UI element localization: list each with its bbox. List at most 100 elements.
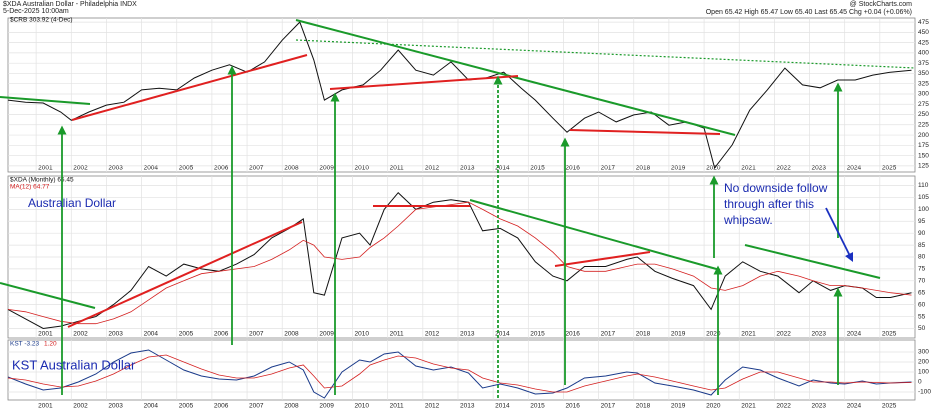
y-tick-label: 225 — [918, 121, 929, 128]
x-tick-label: 2023 — [812, 403, 827, 410]
x-tick-label: 2006 — [214, 403, 229, 410]
x-tick-label: 2001 — [38, 165, 53, 172]
x-tick-label: 2025 — [882, 331, 897, 338]
x-tick-label: 2011 — [390, 403, 404, 410]
annotation: No downside follow — [724, 181, 828, 195]
x-tick-label: 2008 — [284, 403, 299, 410]
y-tick-label: 55 — [918, 313, 926, 320]
panel-frame — [7, 339, 916, 401]
x-tick-label: 2005 — [179, 331, 194, 338]
y-tick-label: 105 — [918, 194, 929, 201]
line-layer: $CRB 303.92 (4-Dec) $XDA (Monthly) 65.45M… — [7, 17, 912, 399]
x-tick-label: 2021 — [741, 403, 756, 410]
x-tick-label: 2021 — [741, 165, 756, 172]
y-tick-label: 400 — [918, 50, 929, 57]
x-tick-label: 2014 — [495, 403, 510, 410]
x-tick-label: 2005 — [179, 165, 194, 172]
y-tick-label: 175 — [918, 142, 929, 149]
x-tick-label: 2023 — [812, 331, 827, 338]
grid-layer: 2001 2002 2003 2004 2005 2006 2007 2008 2009 2010… — [7, 17, 931, 410]
x-tick-label: 2007 — [249, 165, 264, 172]
y-tick-label: 475 — [918, 19, 929, 26]
x-tick-label: 2015 — [530, 331, 545, 338]
x-tick-label: 2004 — [144, 331, 159, 338]
y-tick-label: 65 — [918, 289, 926, 296]
x-tick-label: 2002 — [73, 165, 88, 172]
x-tick-label: 2007 — [249, 331, 264, 338]
y-tick-label: 375 — [918, 60, 929, 67]
x-tick-label: 2001 — [38, 331, 53, 338]
x-tick-label: 2014 — [495, 165, 510, 172]
header-title: $XDA Australian Dollar - Philadelphia IN… — [3, 1, 137, 8]
x-tick-label: 2012 — [425, 165, 440, 172]
x-tick-label: 2013 — [460, 403, 475, 410]
header-date: 5-Dec-2025 10:00am — [3, 8, 69, 15]
x-tick-label: 2017 — [601, 165, 616, 172]
x-tick-label: 2003 — [108, 403, 123, 410]
series-line — [7, 201, 912, 325]
x-tick-label: 2016 — [565, 403, 580, 410]
y-tick-label: 150 — [918, 152, 929, 159]
y-tick-label: 80 — [918, 254, 926, 261]
x-tick-label: 2023 — [812, 165, 827, 172]
y-tick-label: 100 — [918, 369, 929, 376]
x-tick-label: 2012 — [425, 331, 440, 338]
x-tick-label: 2010 — [355, 165, 370, 172]
y-tick-label: 85 — [918, 242, 926, 249]
series-line — [7, 21, 912, 170]
y-tick-label: 250 — [918, 111, 929, 118]
y-tick-label: 125 — [918, 163, 929, 170]
x-tick-label: 2018 — [636, 165, 651, 172]
series-line — [7, 191, 912, 330]
annotation: through after this — [724, 197, 814, 211]
y-tick-label: 300 — [918, 91, 929, 98]
x-tick-label: 2016 — [565, 165, 580, 172]
y-tick-label: 450 — [918, 29, 929, 36]
x-tick-label: 2022 — [776, 403, 791, 410]
x-tick-label: 2010 — [355, 403, 370, 410]
y-tick-label: 90 — [918, 230, 926, 237]
x-tick-label: 2011 — [390, 165, 404, 172]
y-tick-label: 75 — [918, 266, 926, 273]
x-tick-label: 2017 — [601, 403, 616, 410]
x-tick-label: 2009 — [319, 403, 334, 410]
x-tick-label: 2022 — [776, 165, 791, 172]
x-tick-label: 2004 — [144, 403, 159, 410]
x-tick-label: 2017 — [601, 331, 616, 338]
x-tick-label: 2001 — [38, 403, 53, 410]
x-tick-label: 2015 — [530, 165, 545, 172]
y-tick-label: 325 — [918, 80, 929, 87]
y-tick-label: 0 — [918, 379, 922, 386]
x-tick-label: 2022 — [776, 331, 791, 338]
y-tick-label: 50 — [918, 325, 926, 332]
y-tick-label: 300 — [918, 349, 929, 356]
x-tick-label: 2012 — [425, 403, 440, 410]
x-tick-label: 2008 — [284, 331, 299, 338]
x-tick-label: 2019 — [671, 165, 686, 172]
panel-frame — [7, 17, 916, 173]
x-tick-label: 2024 — [847, 331, 862, 338]
legend-entry: $XDA (Monthly) 65.45 — [10, 177, 74, 184]
x-tick-label: 2016 — [565, 331, 580, 338]
y-tick-label: 110 — [918, 182, 929, 189]
x-tick-label: 2003 — [108, 331, 123, 338]
x-tick-label: 2025 — [882, 403, 897, 410]
series-line — [7, 354, 912, 393]
annotation: KST Australian Dollar — [12, 357, 136, 372]
x-tick-label: 2006 — [214, 331, 229, 338]
legend-entry: 1.20 — [44, 341, 57, 348]
legend-entry: KST -3.23 — [10, 341, 40, 348]
x-tick-label: 2003 — [108, 165, 123, 172]
x-tick-label: 2013 — [460, 165, 475, 172]
x-tick-label: 2008 — [284, 165, 299, 172]
x-tick-label: 2009 — [319, 331, 334, 338]
y-tick-label: 200 — [918, 359, 929, 366]
y-tick-label: 275 — [918, 101, 929, 108]
x-tick-label: 2024 — [847, 165, 862, 172]
legend-entry: $CRB 303.92 (4-Dec) — [10, 17, 73, 24]
x-tick-label: 2005 — [179, 403, 194, 410]
x-tick-label: 2007 — [249, 403, 264, 410]
series-line — [7, 349, 912, 399]
header-quote: Open 65.42 High 65.47 Low 65.40 Last 65.… — [706, 9, 912, 16]
x-tick-label: 2013 — [460, 331, 475, 338]
